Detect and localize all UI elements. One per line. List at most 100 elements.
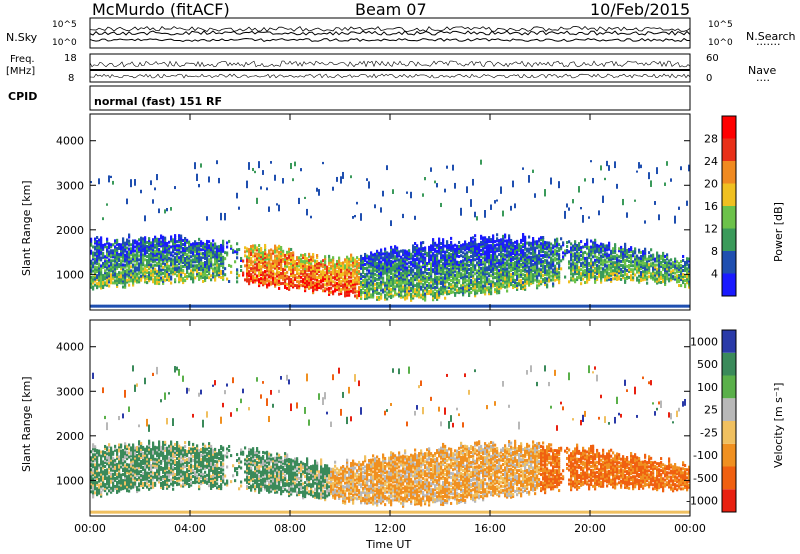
- heatmap-cell: [92, 285, 95, 289]
- heatmap-cell: [372, 279, 375, 283]
- heatmap-cell: [434, 247, 437, 251]
- heatmap-cell: [440, 286, 443, 290]
- heatmap-cell: [454, 293, 457, 297]
- heatmap-cell: [276, 266, 279, 270]
- heatmap-cell: [296, 268, 299, 272]
- heatmap-cell: [296, 304, 299, 308]
- heatmap-cell: [380, 252, 383, 256]
- heatmap-cell: [94, 241, 97, 245]
- heatmap-cell: [486, 268, 489, 272]
- heatmap-cell: [456, 282, 459, 286]
- heatmap-cell: [390, 253, 393, 257]
- heatmap-cell: [498, 243, 501, 247]
- heatmap-cell: [442, 278, 445, 282]
- heatmap-cell: [434, 257, 437, 261]
- heatmap-cell: [496, 233, 499, 237]
- heatmap-cell: [376, 253, 379, 257]
- heatmap-cell: [510, 269, 513, 273]
- heatmap-cell: [480, 244, 483, 248]
- heatmap-cell: [430, 268, 433, 272]
- heatmap-cell: [222, 263, 225, 267]
- heatmap-cell: [288, 249, 291, 253]
- heatmap-cell: [614, 261, 617, 265]
- heatmap-cell: [424, 270, 427, 274]
- heatmap-cell: [154, 249, 157, 253]
- heatmap-cell: [398, 288, 401, 292]
- heatmap-cell: [508, 274, 511, 278]
- heatmap-cell: [138, 264, 141, 268]
- heatmap-cell: [358, 280, 361, 284]
- heatmap-cell: [178, 246, 181, 250]
- heatmap-cell: [168, 256, 171, 260]
- heatmap-cell: [410, 191, 412, 199]
- heatmap-cell: [444, 282, 447, 286]
- heatmap-cell: [478, 272, 481, 276]
- heatmap-cell: [90, 239, 93, 243]
- heatmap-cell: [460, 262, 463, 266]
- heatmap-cell: [358, 278, 361, 282]
- heatmap-cell: [252, 280, 255, 284]
- heatmap-cell: [314, 259, 317, 263]
- heatmap-cell: [190, 259, 193, 263]
- heatmap-cell: [376, 263, 379, 267]
- heatmap-cell: [310, 273, 313, 277]
- heatmap-cell: [354, 258, 357, 262]
- heatmap-cell: [490, 288, 493, 292]
- heatmap-cell: [454, 257, 457, 261]
- heatmap-cell: [436, 259, 439, 263]
- heatmap-cell: [196, 266, 199, 270]
- heatmap-cell: [572, 199, 574, 204]
- heatmap-cell: [440, 248, 443, 252]
- heatmap-cell: [460, 268, 463, 272]
- heatmap-cell: [116, 240, 119, 244]
- heatmap-cell: [132, 257, 135, 261]
- heatmap-cell: [546, 304, 549, 308]
- heatmap-cell: [434, 304, 437, 308]
- heatmap-cell: [102, 253, 105, 257]
- heatmap-cell: [358, 270, 361, 274]
- heatmap-cell: [328, 292, 331, 296]
- heatmap-cell: [186, 264, 189, 268]
- heatmap-cell: [606, 248, 609, 252]
- heatmap-cell: [134, 245, 137, 249]
- heatmap-cell: [374, 252, 377, 256]
- heatmap-cell: [608, 165, 610, 171]
- freq-label-2: [MHz]: [6, 66, 36, 77]
- heatmap-cell: [480, 290, 483, 294]
- heatmap-cell: [336, 278, 339, 282]
- heatmap-cell: [546, 251, 549, 255]
- heatmap-cell: [446, 278, 449, 282]
- heatmap-cell: [122, 281, 125, 285]
- heatmap-cell: [464, 242, 467, 246]
- heatmap-cell: [424, 298, 427, 302]
- heatmap-cell: [134, 269, 137, 273]
- heatmap-cell: [144, 274, 147, 278]
- heatmap-cell: [102, 275, 105, 279]
- heatmap-cell: [434, 269, 437, 273]
- nave-trace-2: [89, 73, 691, 79]
- heatmap-cell: [560, 237, 563, 241]
- heatmap-cell: [456, 280, 459, 284]
- heatmap-cell: [472, 288, 475, 292]
- heatmap-cell: [332, 304, 335, 308]
- heatmap-cell: [522, 277, 525, 281]
- heatmap-cell: [394, 271, 397, 275]
- heatmap-cell: [438, 263, 441, 267]
- heatmap-cell: [498, 287, 501, 291]
- heatmap-cell: [462, 259, 465, 263]
- heatmap-cell: [356, 274, 359, 278]
- heatmap-cell: [106, 271, 109, 275]
- heatmap-cell: [426, 251, 429, 255]
- heatmap-cell: [266, 263, 269, 267]
- heatmap-cell: [340, 279, 343, 283]
- heatmap-cell: [128, 239, 131, 243]
- heatmap-cell: [426, 284, 429, 288]
- heatmap-cell: [322, 269, 325, 273]
- heatmap-cell: [192, 266, 195, 270]
- heatmap-cell: [202, 251, 205, 255]
- heatmap-cell: [132, 304, 135, 308]
- heatmap-cell: [310, 281, 313, 285]
- heatmap-cell: [318, 267, 321, 271]
- heatmap-cell: [106, 273, 109, 277]
- heatmap-cell: [436, 263, 439, 267]
